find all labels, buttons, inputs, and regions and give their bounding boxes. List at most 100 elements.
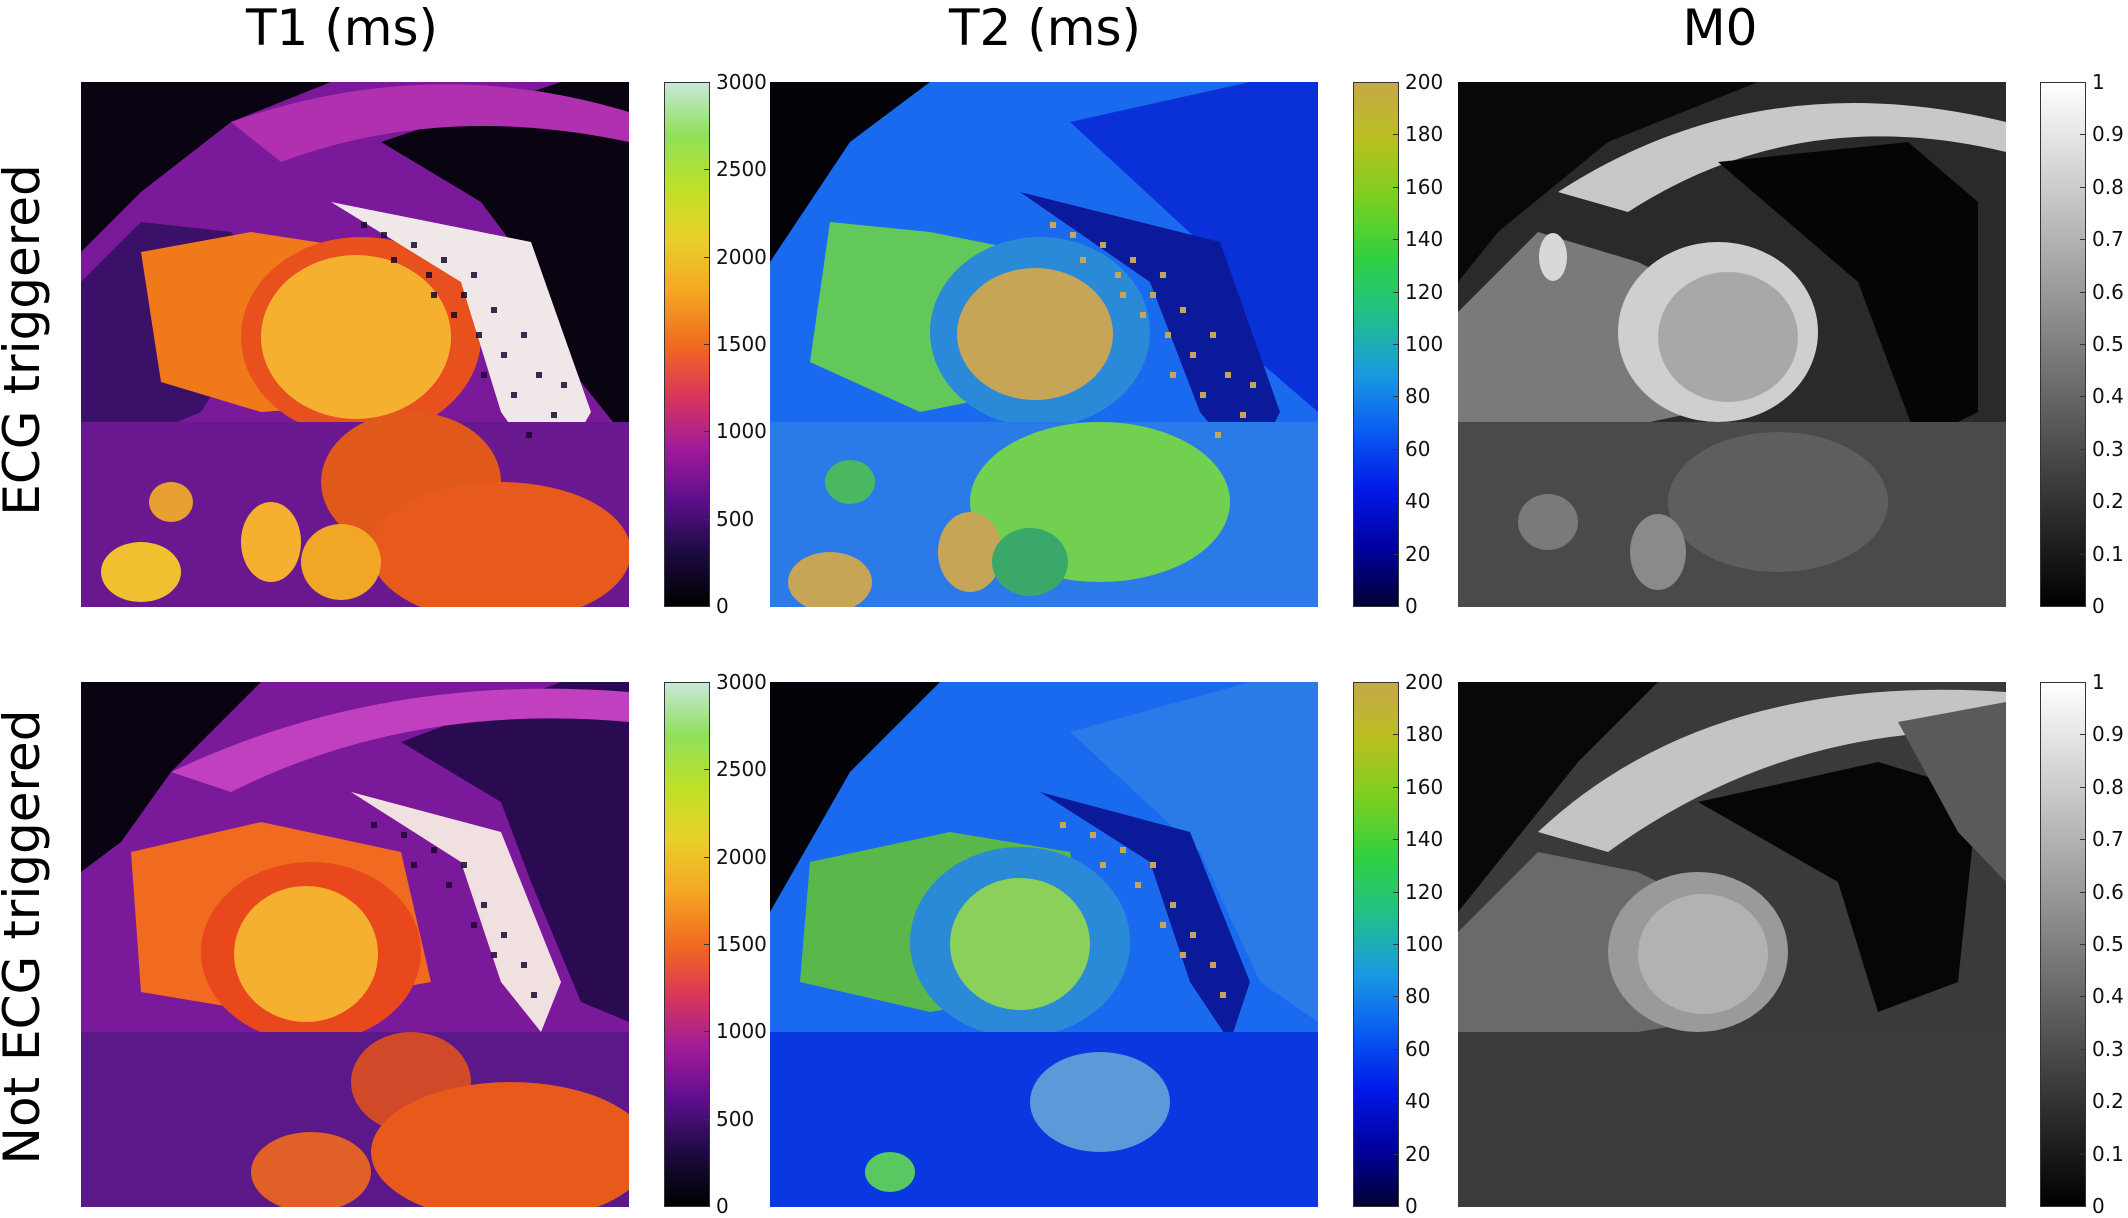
colorbar-tick-label: 0.5 bbox=[2092, 932, 2124, 956]
colorbar-tick-label: 0 bbox=[716, 594, 729, 618]
colorbar-tick-mark bbox=[704, 344, 710, 345]
colorbar-tick-label: 0.4 bbox=[2092, 384, 2124, 409]
colorbar-tick-mark bbox=[1393, 82, 1399, 83]
colorbar-tick-mark bbox=[2080, 839, 2086, 841]
t1-map-not-ecg-triggered bbox=[81, 682, 629, 1207]
m0-map-ecg-triggered bbox=[1458, 82, 2006, 607]
colorbar-tick-mark bbox=[2080, 682, 2086, 683]
colorbar-tick-label: 2500 bbox=[716, 157, 767, 182]
colorbar-tick-mark bbox=[1393, 344, 1399, 345]
colorbar-tick-mark bbox=[1393, 734, 1399, 736]
colorbar-tick-mark bbox=[1393, 839, 1399, 841]
colorbar-tick-mark bbox=[2080, 786, 2086, 788]
colorbar-tick-mark bbox=[2080, 606, 2086, 607]
colorbar-tick-mark bbox=[704, 606, 710, 607]
colorbar-tick-mark bbox=[704, 431, 710, 433]
colorbar-tick-label: 60 bbox=[1405, 436, 1431, 461]
colorbar-tick-label: 2000 bbox=[716, 244, 767, 269]
colorbar-tick-label: 120 bbox=[1405, 879, 1444, 904]
colorbar-tick-mark bbox=[2080, 501, 2086, 503]
t1-colorbar-ecg-triggered bbox=[664, 82, 710, 607]
colorbar-tick-label: 0.2 bbox=[2092, 489, 2124, 514]
colorbar-tick-label: 0 bbox=[1405, 1194, 1418, 1218]
m0-map-not-ecg-triggered bbox=[1458, 682, 2006, 1207]
colorbar-tick-mark bbox=[2080, 553, 2086, 555]
colorbar-tick-label: 40 bbox=[1405, 1089, 1431, 1114]
colorbar-tick-label: 0.5 bbox=[2092, 332, 2124, 356]
t1-map-ecg-triggered bbox=[81, 82, 629, 607]
colorbar-tick-mark bbox=[2080, 1206, 2086, 1207]
colorbar-tick-label: 0.7 bbox=[2092, 827, 2124, 852]
colorbar-tick-mark bbox=[1393, 186, 1399, 188]
colorbar-tick-mark bbox=[704, 1031, 710, 1033]
colorbar-tick-mark bbox=[2080, 291, 2086, 293]
colorbar-tick-mark bbox=[704, 256, 710, 258]
colorbar-tick-mark bbox=[704, 682, 710, 683]
colorbar-tick-mark bbox=[2080, 891, 2086, 893]
colorbar-tick-label: 0.1 bbox=[2092, 1141, 2124, 1166]
colorbar-tick-mark bbox=[2080, 996, 2086, 998]
colorbar-tick-label: 1 bbox=[2092, 670, 2105, 694]
colorbar-tick-label: 0.9 bbox=[2092, 122, 2124, 147]
colorbar-tick-label: 0 bbox=[2092, 594, 2105, 618]
colorbar-tick-mark bbox=[2080, 1048, 2086, 1050]
colorbar-tick-mark bbox=[2080, 134, 2086, 136]
colorbar-tick-mark bbox=[704, 1118, 710, 1120]
colorbar-tick-mark bbox=[1393, 1206, 1399, 1207]
colorbar-tick-label: 0.8 bbox=[2092, 774, 2124, 799]
t1-colorbar-not-ecg-triggered bbox=[664, 682, 710, 1207]
colorbar-tick-mark bbox=[1393, 1153, 1399, 1155]
colorbar-tick-label: 0.3 bbox=[2092, 436, 2124, 461]
colorbar-tick-label: 1 bbox=[2092, 70, 2105, 94]
colorbar-tick-label: 1500 bbox=[716, 332, 767, 356]
colorbar-tick-mark bbox=[704, 856, 710, 858]
t2-colorbar-not-ecg-triggered bbox=[1353, 682, 1399, 1207]
colorbar-tick-label: 0.3 bbox=[2092, 1036, 2124, 1061]
colorbar-tick-label: 0.7 bbox=[2092, 227, 2124, 252]
colorbar-tick-mark bbox=[2080, 344, 2086, 345]
column-title-t2: T2 (ms) bbox=[948, 0, 1142, 57]
colorbar-tick-label: 500 bbox=[716, 1106, 755, 1131]
colorbar-tick-mark bbox=[1393, 1101, 1399, 1103]
colorbar-tick-mark bbox=[1393, 891, 1399, 893]
colorbar-tick-label: 20 bbox=[1405, 1141, 1431, 1166]
colorbar-tick-mark bbox=[704, 518, 710, 520]
colorbar-tick-mark bbox=[1393, 1048, 1399, 1050]
colorbar-tick-label: 500 bbox=[716, 506, 755, 531]
colorbar-tick-mark bbox=[2080, 1101, 2086, 1103]
column-title-t1: T1 (ms) bbox=[245, 0, 439, 57]
colorbar-tick-mark bbox=[2080, 944, 2086, 945]
colorbar-tick-mark bbox=[704, 82, 710, 83]
colorbar-tick-label: 0.8 bbox=[2092, 174, 2124, 199]
colorbar-tick-label: 100 bbox=[1405, 332, 1444, 356]
colorbar-tick-label: 0.6 bbox=[2092, 879, 2124, 904]
colorbar-tick-label: 80 bbox=[1405, 984, 1431, 1009]
colorbar-tick-label: 0.6 bbox=[2092, 279, 2124, 304]
t2-map-ecg-triggered bbox=[770, 82, 1318, 607]
colorbar-tick-mark bbox=[2080, 82, 2086, 83]
colorbar-tick-label: 40 bbox=[1405, 489, 1431, 514]
colorbar-tick-label: 0.4 bbox=[2092, 984, 2124, 1009]
colorbar-tick-label: 180 bbox=[1405, 722, 1444, 747]
colorbar-tick-label: 200 bbox=[1405, 670, 1444, 694]
colorbar-tick-label: 0.9 bbox=[2092, 722, 2124, 747]
colorbar-tick-label: 1000 bbox=[716, 419, 767, 444]
colorbar-tick-mark bbox=[1393, 239, 1399, 241]
colorbar-tick-mark bbox=[704, 169, 710, 171]
colorbar-tick-label: 100 bbox=[1405, 932, 1444, 956]
colorbar-tick-mark bbox=[704, 1206, 710, 1207]
t2-map-not-ecg-triggered bbox=[770, 682, 1318, 1207]
colorbar-tick-mark bbox=[1393, 944, 1399, 945]
colorbar-tick-mark bbox=[704, 769, 710, 771]
colorbar-tick-label: 140 bbox=[1405, 827, 1444, 852]
colorbar-tick-label: 140 bbox=[1405, 227, 1444, 252]
colorbar-tick-mark bbox=[1393, 291, 1399, 293]
colorbar-tick-mark bbox=[1393, 553, 1399, 555]
colorbar-tick-label: 0 bbox=[2092, 1194, 2105, 1218]
colorbar-tick-label: 20 bbox=[1405, 541, 1431, 566]
colorbar-tick-mark bbox=[2080, 186, 2086, 188]
column-title-m0: M0 bbox=[1682, 0, 1758, 57]
row-label-ecg-triggered: ECG triggered bbox=[0, 164, 51, 516]
colorbar-tick-mark bbox=[1393, 448, 1399, 450]
m0-colorbar-not-ecg-triggered bbox=[2040, 682, 2086, 1207]
